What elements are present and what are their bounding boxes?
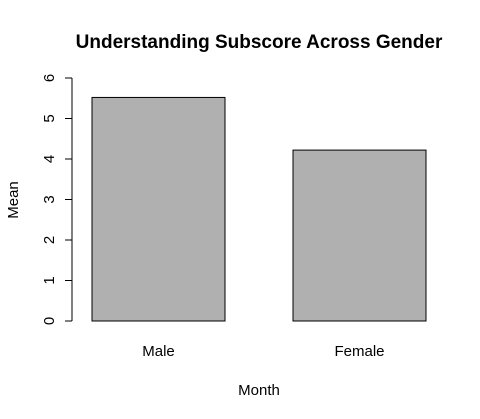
- y-axis-label: Mean: [5, 181, 22, 219]
- x-axis-labels: Male Female: [142, 343, 384, 360]
- bars: [91, 96, 427, 322]
- y-tick-label: 0: [41, 317, 58, 325]
- y-tick-label: 1: [41, 276, 58, 284]
- chart-title: Understanding Subscore Across Gender: [76, 32, 443, 53]
- bar-male: [91, 96, 226, 322]
- y-tick-label: 4: [41, 155, 58, 163]
- y-tick-label: 2: [41, 236, 58, 244]
- y-tick-label: 3: [41, 195, 58, 203]
- y-tick-label: 5: [41, 114, 58, 122]
- x-axis-label: Month: [238, 382, 280, 399]
- y-tick-label: 6: [41, 74, 58, 82]
- bar-female: [292, 149, 427, 322]
- x-tick-label: Male: [142, 343, 175, 360]
- x-tick-label: Female: [334, 343, 384, 360]
- y-axis: 0 1 2 3 4 5 6: [41, 74, 73, 325]
